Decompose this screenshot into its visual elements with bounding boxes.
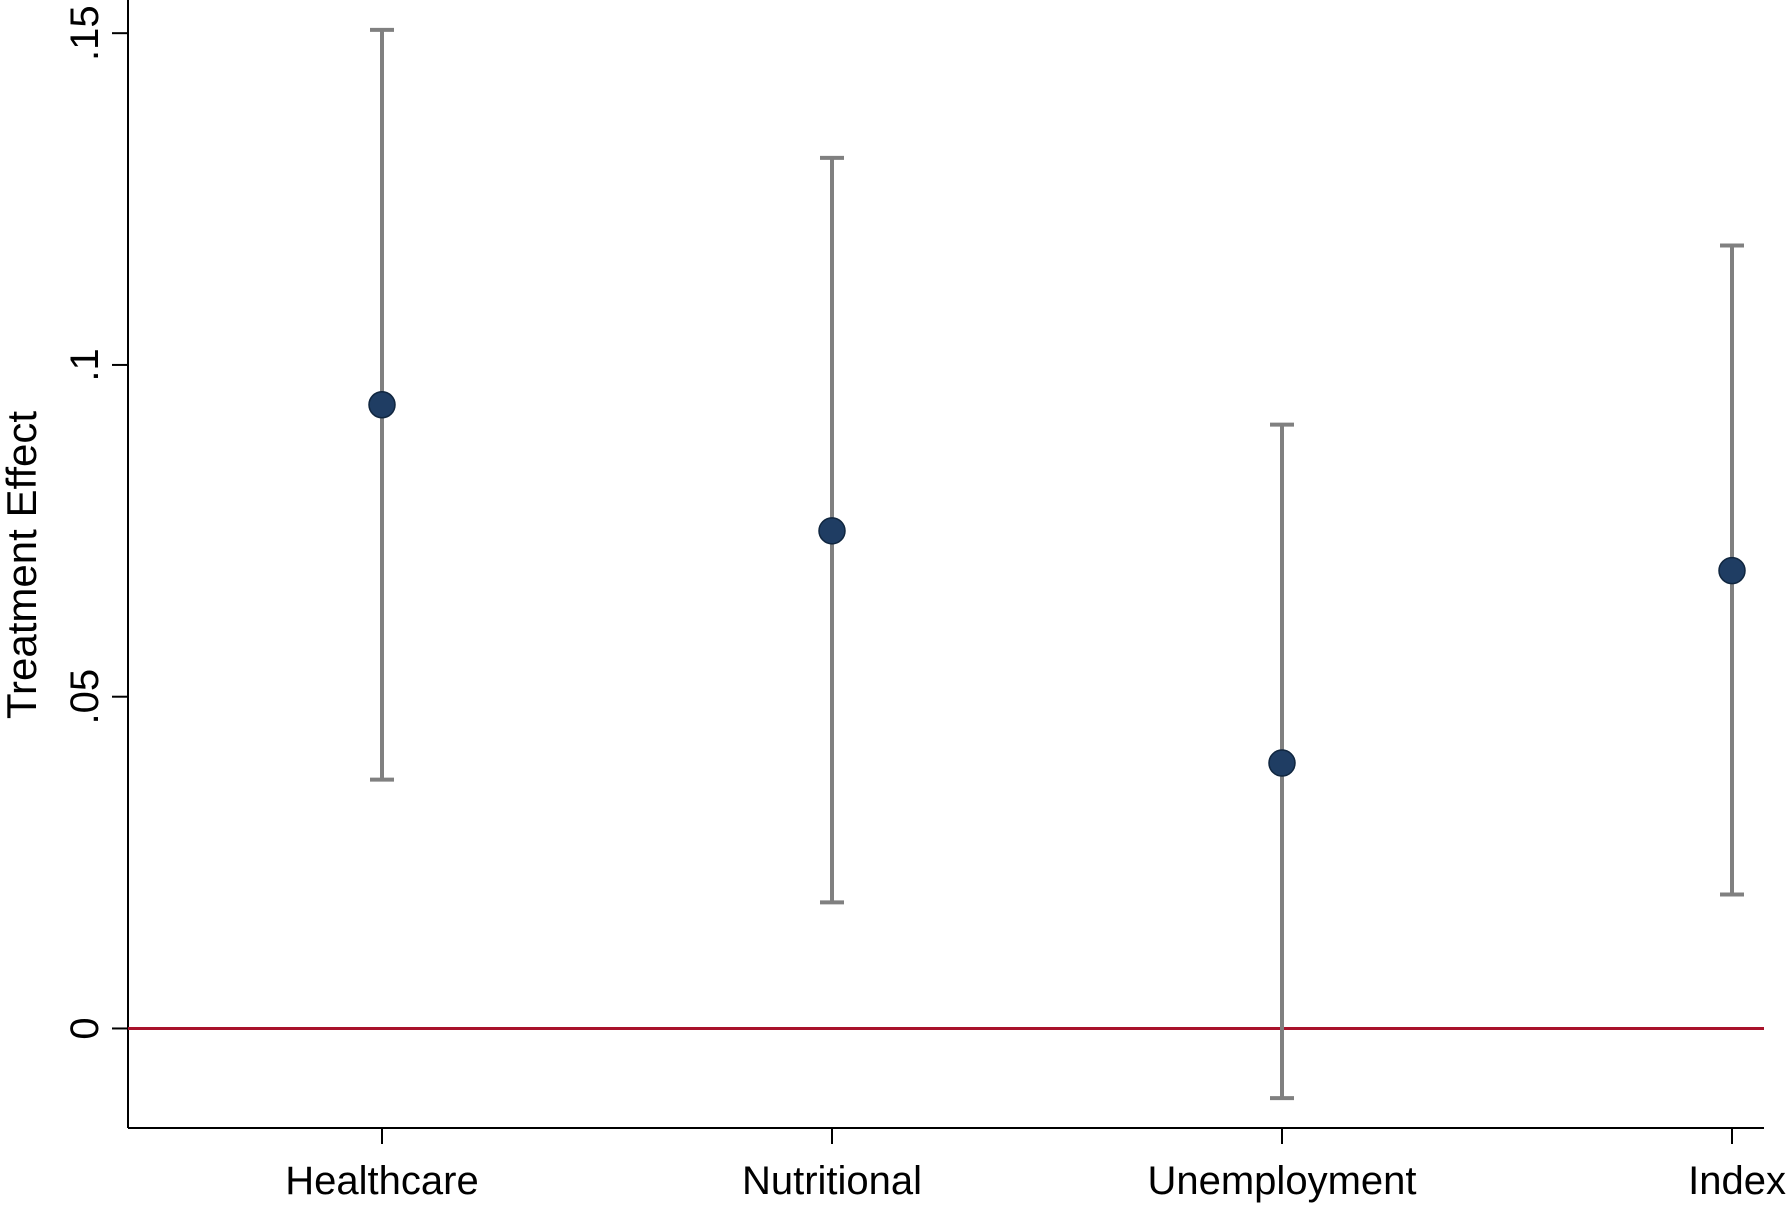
x-tick-label: Healthcare: [285, 1159, 478, 1203]
error-bars: [370, 27, 1744, 1101]
y-tick-label: .15: [63, 5, 107, 61]
y-tick-label: 0: [63, 1017, 107, 1039]
x-tick-label: Nutritional: [742, 1159, 922, 1203]
y-axis-title: Treatment Effect: [0, 411, 45, 719]
y-tick-label: .1: [63, 348, 107, 381]
point-estimate: [1718, 556, 1746, 585]
y-tick-label: .05: [63, 669, 107, 725]
point-estimates: [368, 391, 1746, 777]
y-axis: 0 .05 .1 .15: [63, 0, 129, 1128]
point-estimate: [818, 517, 846, 545]
point-estimate: [368, 391, 396, 419]
x-axis: Healthcare Nutritional Unemployment Index: [128, 1127, 1786, 1203]
x-tick-label: Index: [1688, 1159, 1786, 1203]
point-estimate: [1268, 749, 1296, 777]
x-tick-label: Unemployment: [1147, 1159, 1416, 1203]
